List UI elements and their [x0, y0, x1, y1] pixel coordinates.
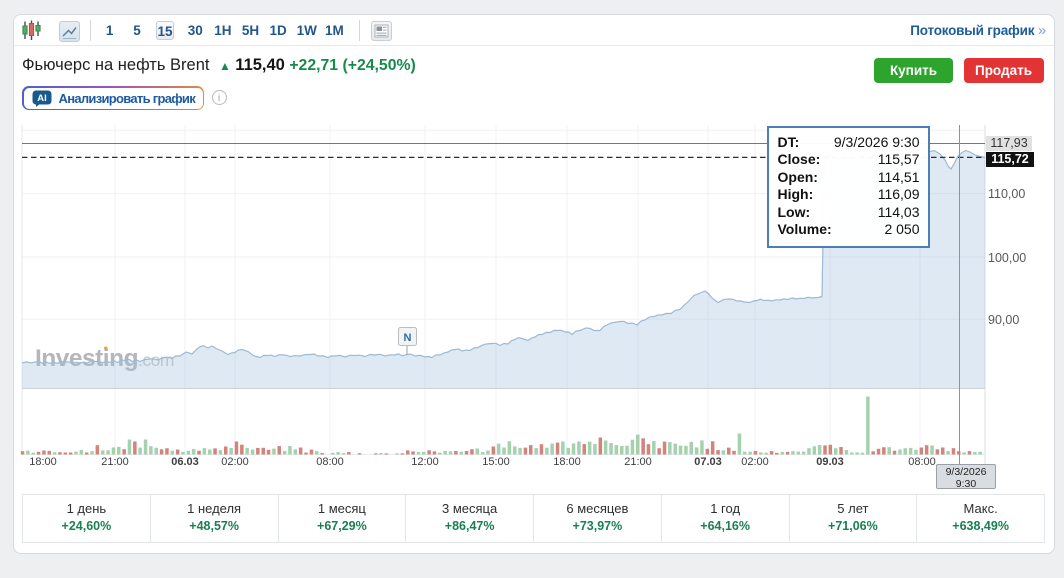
svg-text:AI: AI [37, 93, 47, 104]
svg-text:Investing.com: Investing.com [35, 345, 174, 372]
svg-text:N: N [404, 332, 412, 344]
